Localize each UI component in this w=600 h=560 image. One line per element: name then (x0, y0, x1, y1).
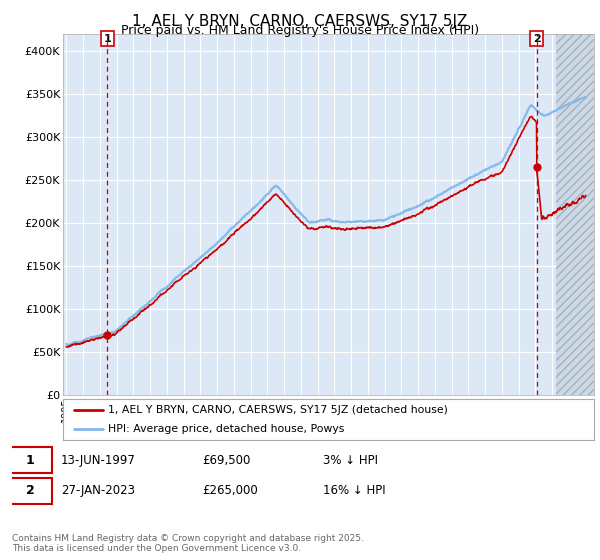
Text: 1, AEL Y BRYN, CARNO, CAERSWS, SY17 5JZ (detached house): 1, AEL Y BRYN, CARNO, CAERSWS, SY17 5JZ … (108, 405, 448, 415)
Text: 1: 1 (26, 454, 35, 466)
Text: 13-JUN-1997: 13-JUN-1997 (61, 454, 136, 466)
Text: HPI: Average price, detached house, Powys: HPI: Average price, detached house, Powy… (108, 424, 344, 435)
Text: 16% ↓ HPI: 16% ↓ HPI (323, 484, 386, 497)
Text: Contains HM Land Registry data © Crown copyright and database right 2025.
This d: Contains HM Land Registry data © Crown c… (12, 534, 364, 553)
Text: 1, AEL Y BRYN, CARNO, CAERSWS, SY17 5JZ: 1, AEL Y BRYN, CARNO, CAERSWS, SY17 5JZ (133, 14, 467, 29)
FancyBboxPatch shape (9, 447, 52, 473)
FancyBboxPatch shape (9, 478, 52, 504)
Text: 27-JAN-2023: 27-JAN-2023 (61, 484, 135, 497)
Text: Price paid vs. HM Land Registry's House Price Index (HPI): Price paid vs. HM Land Registry's House … (121, 24, 479, 37)
Text: 1: 1 (104, 34, 111, 44)
Text: 2: 2 (533, 34, 541, 44)
Text: £69,500: £69,500 (202, 454, 250, 466)
Text: £265,000: £265,000 (202, 484, 258, 497)
Polygon shape (556, 34, 594, 395)
Text: 3% ↓ HPI: 3% ↓ HPI (323, 454, 378, 466)
Text: 2: 2 (26, 484, 35, 497)
